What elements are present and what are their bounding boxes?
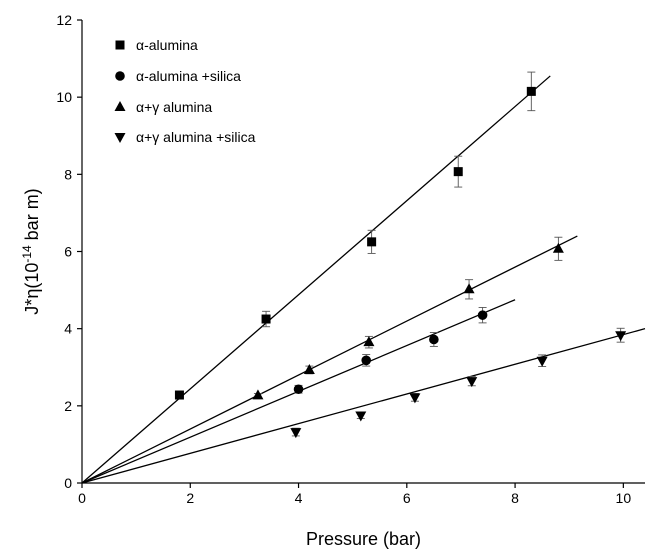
legend-entry-alpha-gamma-alumina: α+γ alumina (114, 99, 212, 115)
data-point-triangle-up (303, 363, 315, 374)
legend-label: α-alumina +silica (136, 68, 241, 84)
y-axis-title-unit: bar m) (22, 188, 42, 245)
y-tick-label: 8 (64, 166, 72, 182)
x-tick-label: 10 (616, 490, 632, 506)
x-axis-ticks: 0 2 4 6 8 10 (78, 483, 631, 506)
fit-line-series-2 (81, 235, 578, 484)
data-point-square (261, 314, 271, 324)
data-point-square (174, 390, 184, 400)
data-point-triangle-up (252, 389, 264, 400)
y-tick-label: 4 (64, 321, 72, 337)
legend-symbol (115, 40, 125, 50)
y-tick-label: 0 (64, 475, 72, 491)
data-point-triangle-down (290, 428, 302, 439)
data-point-triangle-up (363, 336, 375, 347)
error-bars (175, 71, 625, 437)
y-tick-label: 10 (56, 89, 72, 105)
fit-line-series-3 (81, 328, 646, 484)
y-axis-ticks: 0 2 4 6 8 10 12 (56, 12, 82, 491)
data-point-square (453, 167, 463, 177)
y-axis-title: J*η(10-14 bar m) (20, 188, 42, 314)
legend-symbol (114, 101, 126, 111)
data-point-circle (477, 310, 488, 320)
data-point-triangle-down (355, 411, 367, 422)
legend-entry-alpha-gamma-alumina-silica: α+γ alumina +silica (114, 129, 256, 145)
y-axis-title-base: J*η(10 (22, 263, 42, 315)
data-point-circle (429, 334, 439, 345)
legend-label: α+γ alumina (136, 99, 212, 115)
data-point-triangle-up (552, 242, 564, 253)
y-tick-label: 12 (56, 12, 72, 28)
legend-marker-triangle-down (114, 133, 126, 143)
legend-marker-circle (115, 71, 125, 81)
x-tick-label: 8 (511, 490, 519, 506)
x-tick-label: 4 (295, 490, 303, 506)
y-tick-label: 6 (64, 244, 72, 260)
legend-symbol (115, 71, 125, 81)
x-tick-label: 0 (78, 490, 86, 506)
data-point-circle (293, 384, 304, 395)
data-point-square (526, 86, 536, 96)
y-tick-label: 2 (64, 398, 72, 414)
data-point-triangle-up (463, 283, 475, 294)
data-point-triangle-down (536, 356, 548, 367)
legend-symbol (114, 133, 126, 143)
y-axis-title-exponent: -14 (20, 245, 34, 263)
x-tick-label: 2 (186, 490, 194, 506)
data-point-triangle-down (409, 393, 421, 404)
data-point-circle (361, 355, 372, 366)
legend-entry-alpha-alumina: α-alumina (115, 37, 198, 53)
data-point-triangle-down (466, 377, 478, 388)
data-markers (174, 86, 627, 439)
legend-label: α+γ alumina +silica (136, 129, 256, 145)
legend: α-alumina α-alumina +silica α+γ alumina … (114, 37, 256, 145)
data-point-triangle-down (615, 331, 627, 342)
x-axis-title: Pressure (bar) (306, 529, 421, 549)
legend-marker-square (115, 40, 125, 50)
fit-line-series-0 (81, 75, 551, 484)
data-point-square (367, 237, 377, 247)
legend-label: α-alumina (136, 37, 198, 53)
legend-marker-triangle-up (114, 101, 126, 111)
x-tick-label: 6 (403, 490, 411, 506)
legend-entry-alpha-alumina-silica: α-alumina +silica (115, 68, 241, 84)
